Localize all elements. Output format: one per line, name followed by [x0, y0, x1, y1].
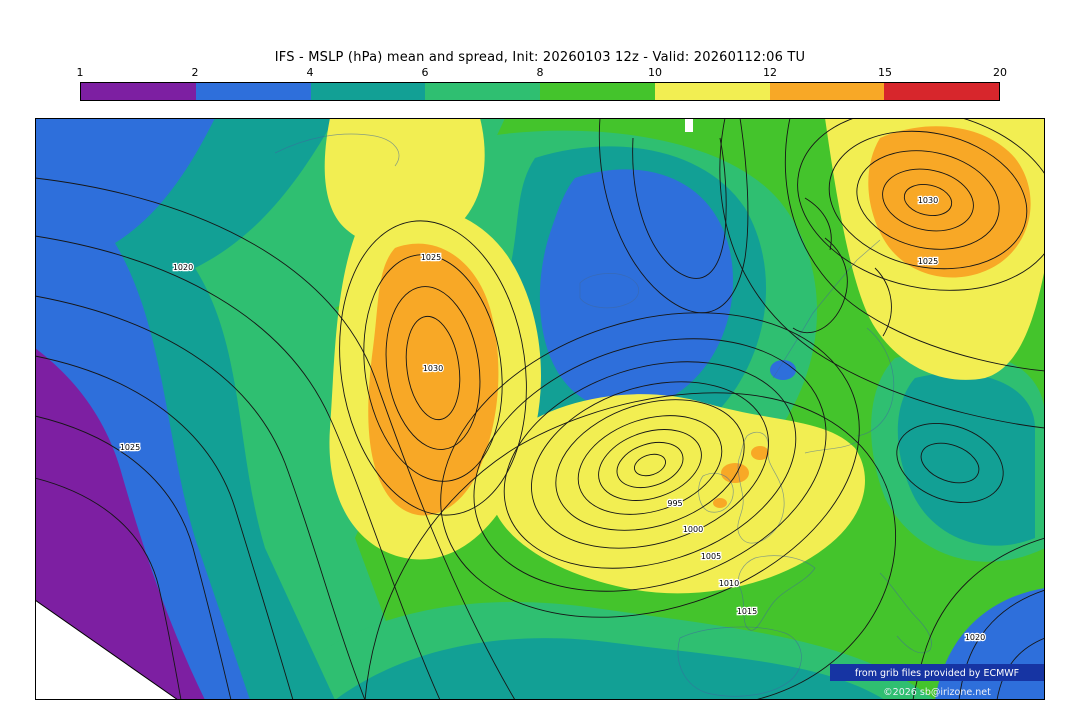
isobar-label: 1020 [965, 633, 985, 642]
attribution-ecmwf: from grib files provided by ECMWF [855, 668, 1019, 679]
colorbar-tick-row: 1 2 4 6 8 10 12 15 20 [76, 66, 1008, 80]
colorbar-segment [884, 83, 999, 100]
attribution-bar [830, 664, 1045, 681]
colorbar-segment [654, 83, 770, 100]
map-frame [35, 118, 1045, 700]
high-contours-northeast [797, 118, 1045, 291]
colorbar-tick: 12 [763, 66, 777, 79]
isobar-label: 1025 [421, 253, 441, 262]
isobar-labels: 995 1000 1005 1010 1015 1020 1025 1030 1… [119, 195, 987, 644]
colorbar-segment [195, 83, 311, 100]
colorbar-segment [310, 83, 426, 100]
colorbar-tick: 4 [306, 66, 314, 79]
isobar-label: 1000 [683, 525, 703, 534]
isobar-contours [35, 118, 1045, 700]
isobar-label: 1030 [918, 196, 938, 205]
colorbar-tick: 20 [993, 66, 1007, 79]
isobar-label: 1030 [423, 364, 443, 373]
map-edge-mask [35, 118, 693, 700]
isobar-label: 1025 [120, 443, 140, 452]
map-panel: 995 1000 1005 1010 1015 1020 1025 1030 1… [35, 118, 1045, 700]
colorbar-tick: 2 [191, 66, 199, 79]
low-pressure-contours [440, 312, 860, 618]
isobar-label: 1005 [701, 552, 721, 561]
weather-map: 995 1000 1005 1010 1015 1020 1025 1030 1… [35, 118, 1045, 700]
attribution-copyright: ©2026 sb@irizone.net [883, 687, 991, 698]
isobar-label: 1025 [918, 257, 938, 266]
spread-shading-layer [35, 118, 1045, 700]
colorbar-tick: 1 [76, 66, 84, 79]
closed-contours-east [896, 423, 1004, 503]
colorbar-scale [80, 82, 1000, 101]
isobar-label: 1010 [719, 579, 739, 588]
colorbar-tick: 15 [878, 66, 892, 79]
colorbar-tick: 6 [421, 66, 429, 79]
colorbar-tick: 8 [536, 66, 544, 79]
colorbar-segment [769, 83, 885, 100]
high-contours-west [339, 220, 527, 516]
attribution: from grib files provided by ECMWF ©2026 … [830, 664, 1045, 698]
colorbar-tick: 10 [648, 66, 662, 79]
isobar-label: 1020 [173, 263, 193, 272]
chart-title: IFS - MSLP (hPa) mean and spread, Init: … [274, 50, 806, 65]
colorbar-segment [425, 83, 540, 100]
isobar-label: 995 [667, 499, 682, 508]
isobar-label: 1015 [737, 607, 757, 616]
colorbar: 1 2 4 6 8 10 12 15 20 [76, 66, 1008, 101]
colorbar-segment [540, 83, 655, 100]
coastlines [274, 133, 932, 697]
colorbar-segment [81, 83, 196, 100]
